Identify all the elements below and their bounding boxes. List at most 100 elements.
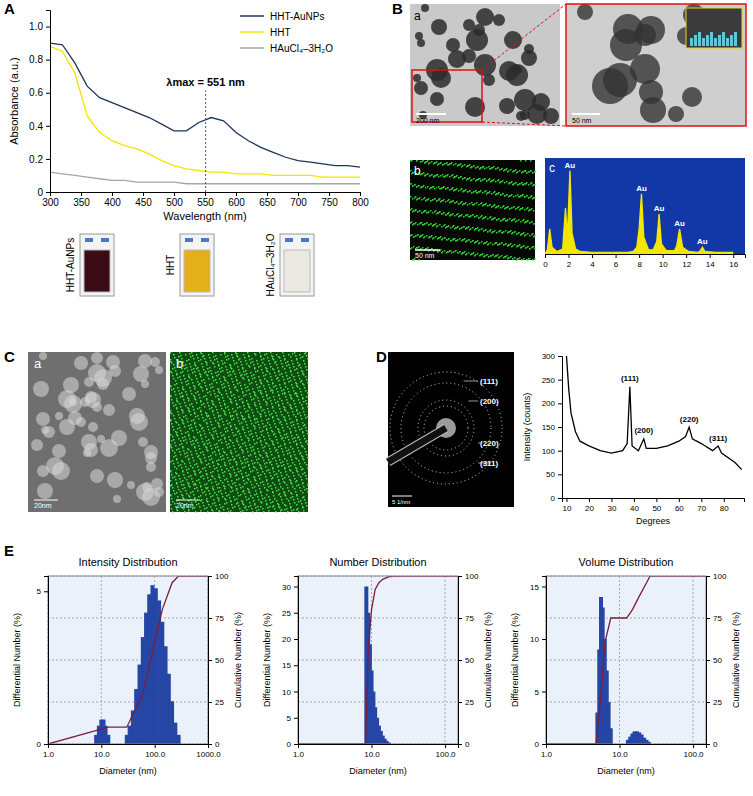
signal-dot	[212, 452, 214, 454]
signal-dot	[215, 505, 217, 507]
signal-dot	[506, 255, 508, 257]
particle	[483, 74, 495, 86]
signal-dot	[466, 253, 468, 255]
tick-label: 2	[567, 260, 572, 269]
signal-dot	[479, 229, 481, 231]
signal-dot	[235, 376, 237, 378]
signal-dot	[266, 395, 268, 397]
signal-dot	[305, 390, 307, 392]
signal-dot	[411, 208, 413, 210]
signal-dot	[522, 194, 524, 196]
signal-dot	[534, 171, 536, 173]
cuvette-label: HAuCl₄–3H₂O	[265, 233, 276, 296]
signal-dot	[531, 182, 533, 184]
signal-dot	[514, 257, 516, 259]
signal-dot	[492, 254, 494, 256]
signal-dot	[521, 195, 523, 197]
signal-dot	[304, 462, 306, 464]
signal-dot	[471, 253, 473, 255]
tick: 16	[729, 254, 738, 269]
signal-dot	[266, 470, 268, 472]
signal-dot	[515, 195, 517, 197]
signal-dot	[267, 398, 269, 400]
signal-dot	[230, 467, 232, 469]
signal-dot	[209, 384, 211, 386]
signal-dot	[522, 184, 524, 186]
signal-dot	[254, 392, 256, 394]
signal-dot	[242, 452, 244, 454]
signal-dot	[185, 381, 187, 383]
signal-dot	[284, 482, 286, 484]
annotation: Au	[697, 237, 708, 246]
signal-dot	[257, 462, 259, 464]
signal-dot	[497, 206, 499, 208]
signal-dot	[498, 192, 500, 194]
signal-dot	[532, 233, 534, 235]
signal-dot	[264, 378, 266, 380]
signal-dot	[431, 174, 433, 176]
signal-dot	[246, 448, 248, 450]
signal-dot	[262, 498, 264, 500]
signal-dot	[200, 425, 202, 427]
signal-dot	[234, 448, 236, 450]
signal-dot	[230, 416, 232, 418]
tick-label: 750	[321, 197, 338, 208]
signal-dot	[281, 499, 283, 501]
signal-dot	[417, 211, 419, 213]
signal-dot	[487, 205, 489, 207]
signal-dot	[230, 367, 232, 369]
signal-dot	[175, 472, 177, 474]
signal-dot	[484, 255, 486, 257]
signal-dot	[426, 222, 428, 224]
signal-dot	[264, 354, 266, 356]
signal-dot	[529, 235, 531, 237]
signal-dot	[422, 224, 424, 226]
signal-dot	[500, 194, 502, 196]
signal-dot	[431, 174, 433, 176]
signal-dot	[191, 393, 193, 395]
signal-dot	[241, 364, 243, 366]
signal-dot	[515, 182, 517, 184]
particle	[136, 483, 154, 501]
signal-dot	[223, 424, 225, 426]
signal-dot	[437, 238, 439, 240]
signal-dot	[452, 239, 454, 241]
signal-dot	[488, 179, 490, 181]
particle	[113, 495, 121, 503]
signal-dot	[507, 245, 509, 247]
signal-dot	[440, 162, 442, 164]
signal-dot	[527, 207, 529, 209]
panel-b: a200 nm50 nmb50 nm	[410, 4, 746, 261]
signal-dot	[272, 406, 274, 408]
signal-dot	[236, 503, 238, 505]
signal-dot	[429, 188, 431, 190]
signal-dot	[275, 450, 277, 452]
signal-dot	[465, 228, 467, 230]
signal-dot	[497, 167, 499, 169]
cuvette-liquid	[84, 250, 110, 292]
signal-dot	[479, 242, 481, 244]
signal-dot	[455, 250, 457, 252]
signal-dot	[210, 445, 212, 447]
signal-dot	[262, 471, 264, 473]
signal-dot	[478, 191, 480, 193]
signal-dot	[220, 371, 222, 373]
signal-dot	[479, 168, 481, 170]
signal-dot	[447, 213, 449, 215]
signal-dot	[479, 255, 481, 257]
signal-dot	[468, 165, 470, 167]
signal-dot	[200, 452, 202, 454]
signal-dot	[180, 481, 182, 483]
signal-dot	[240, 487, 242, 489]
signal-dot	[524, 196, 526, 198]
signal-dot	[463, 252, 465, 254]
signal-dot	[231, 419, 233, 421]
signal-dot	[451, 188, 453, 190]
signal-dot	[254, 467, 256, 469]
signal-dot	[193, 460, 195, 462]
signal-dot	[482, 179, 484, 181]
signal-dot	[504, 182, 506, 184]
signal-dot	[293, 390, 295, 392]
signal-dot	[411, 234, 413, 236]
signal-dot	[211, 448, 213, 450]
